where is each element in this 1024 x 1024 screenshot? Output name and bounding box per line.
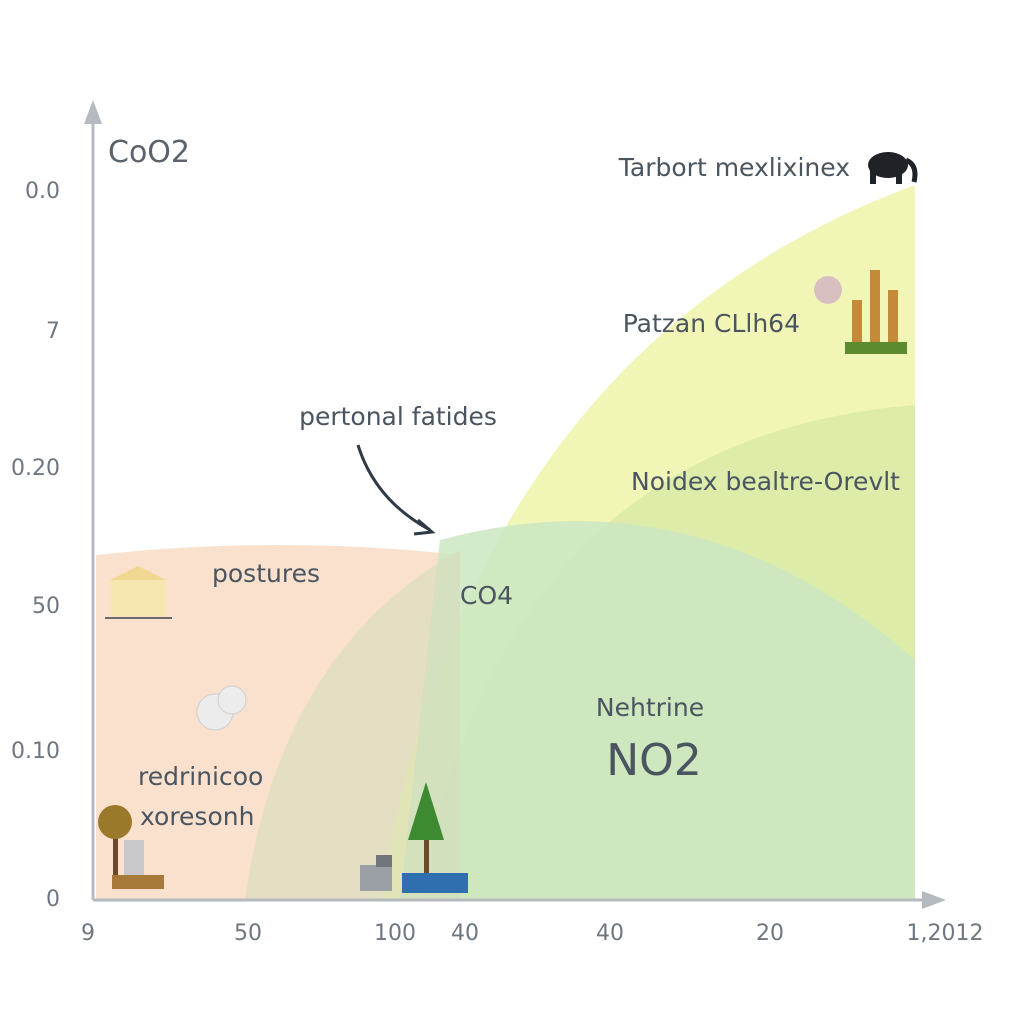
y-tick-label: 0.10: [11, 739, 60, 764]
green-region: [400, 521, 915, 900]
tree-icon: [98, 805, 164, 889]
house-icon: [105, 566, 172, 619]
annotation: pertonal fatides: [299, 402, 497, 431]
region-label: Noidex bealtre-Orevlt: [631, 467, 900, 496]
annotation-arrowhead: [413, 518, 436, 536]
tree-icon: [402, 782, 468, 893]
x-tick-label: 40: [451, 921, 479, 946]
y-tick-label: 0.0: [25, 179, 60, 204]
annotation-arrow: [356, 444, 431, 532]
region-label: Nehtrine: [596, 693, 704, 722]
x-tick-label: 40: [596, 921, 624, 946]
region-label: CO4: [460, 581, 513, 610]
y-tick-label: 0.20: [11, 456, 60, 481]
region-label: NO2: [606, 735, 702, 786]
x-tick-label: 9: [81, 921, 95, 946]
x-tick-label: 100: [374, 921, 416, 946]
region-label: Patzan CLlh64: [623, 309, 800, 338]
elephant-icon: [868, 152, 918, 184]
cloud-icon: [196, 685, 247, 731]
region-label: Tarbort mexlixinex: [618, 153, 850, 182]
y-tick-label: 50: [32, 594, 60, 619]
building-icon: [360, 855, 392, 891]
x-tick-label: 1,2012: [907, 921, 984, 946]
y-tick-label: 7: [46, 319, 60, 344]
gray-region: [245, 550, 460, 900]
region-label: redrinicoo: [138, 762, 263, 791]
y-arrow: [84, 100, 102, 124]
y-tick-label: 0: [46, 887, 60, 912]
x-arrow: [922, 891, 946, 909]
x-tick-label: 20: [756, 921, 784, 946]
region-label: postures: [212, 559, 320, 588]
x-tick-label: 50: [234, 921, 262, 946]
factory-icon: [814, 270, 907, 354]
region-label: xoresonh: [140, 802, 254, 831]
y-axis-title: CoO2: [108, 135, 190, 170]
